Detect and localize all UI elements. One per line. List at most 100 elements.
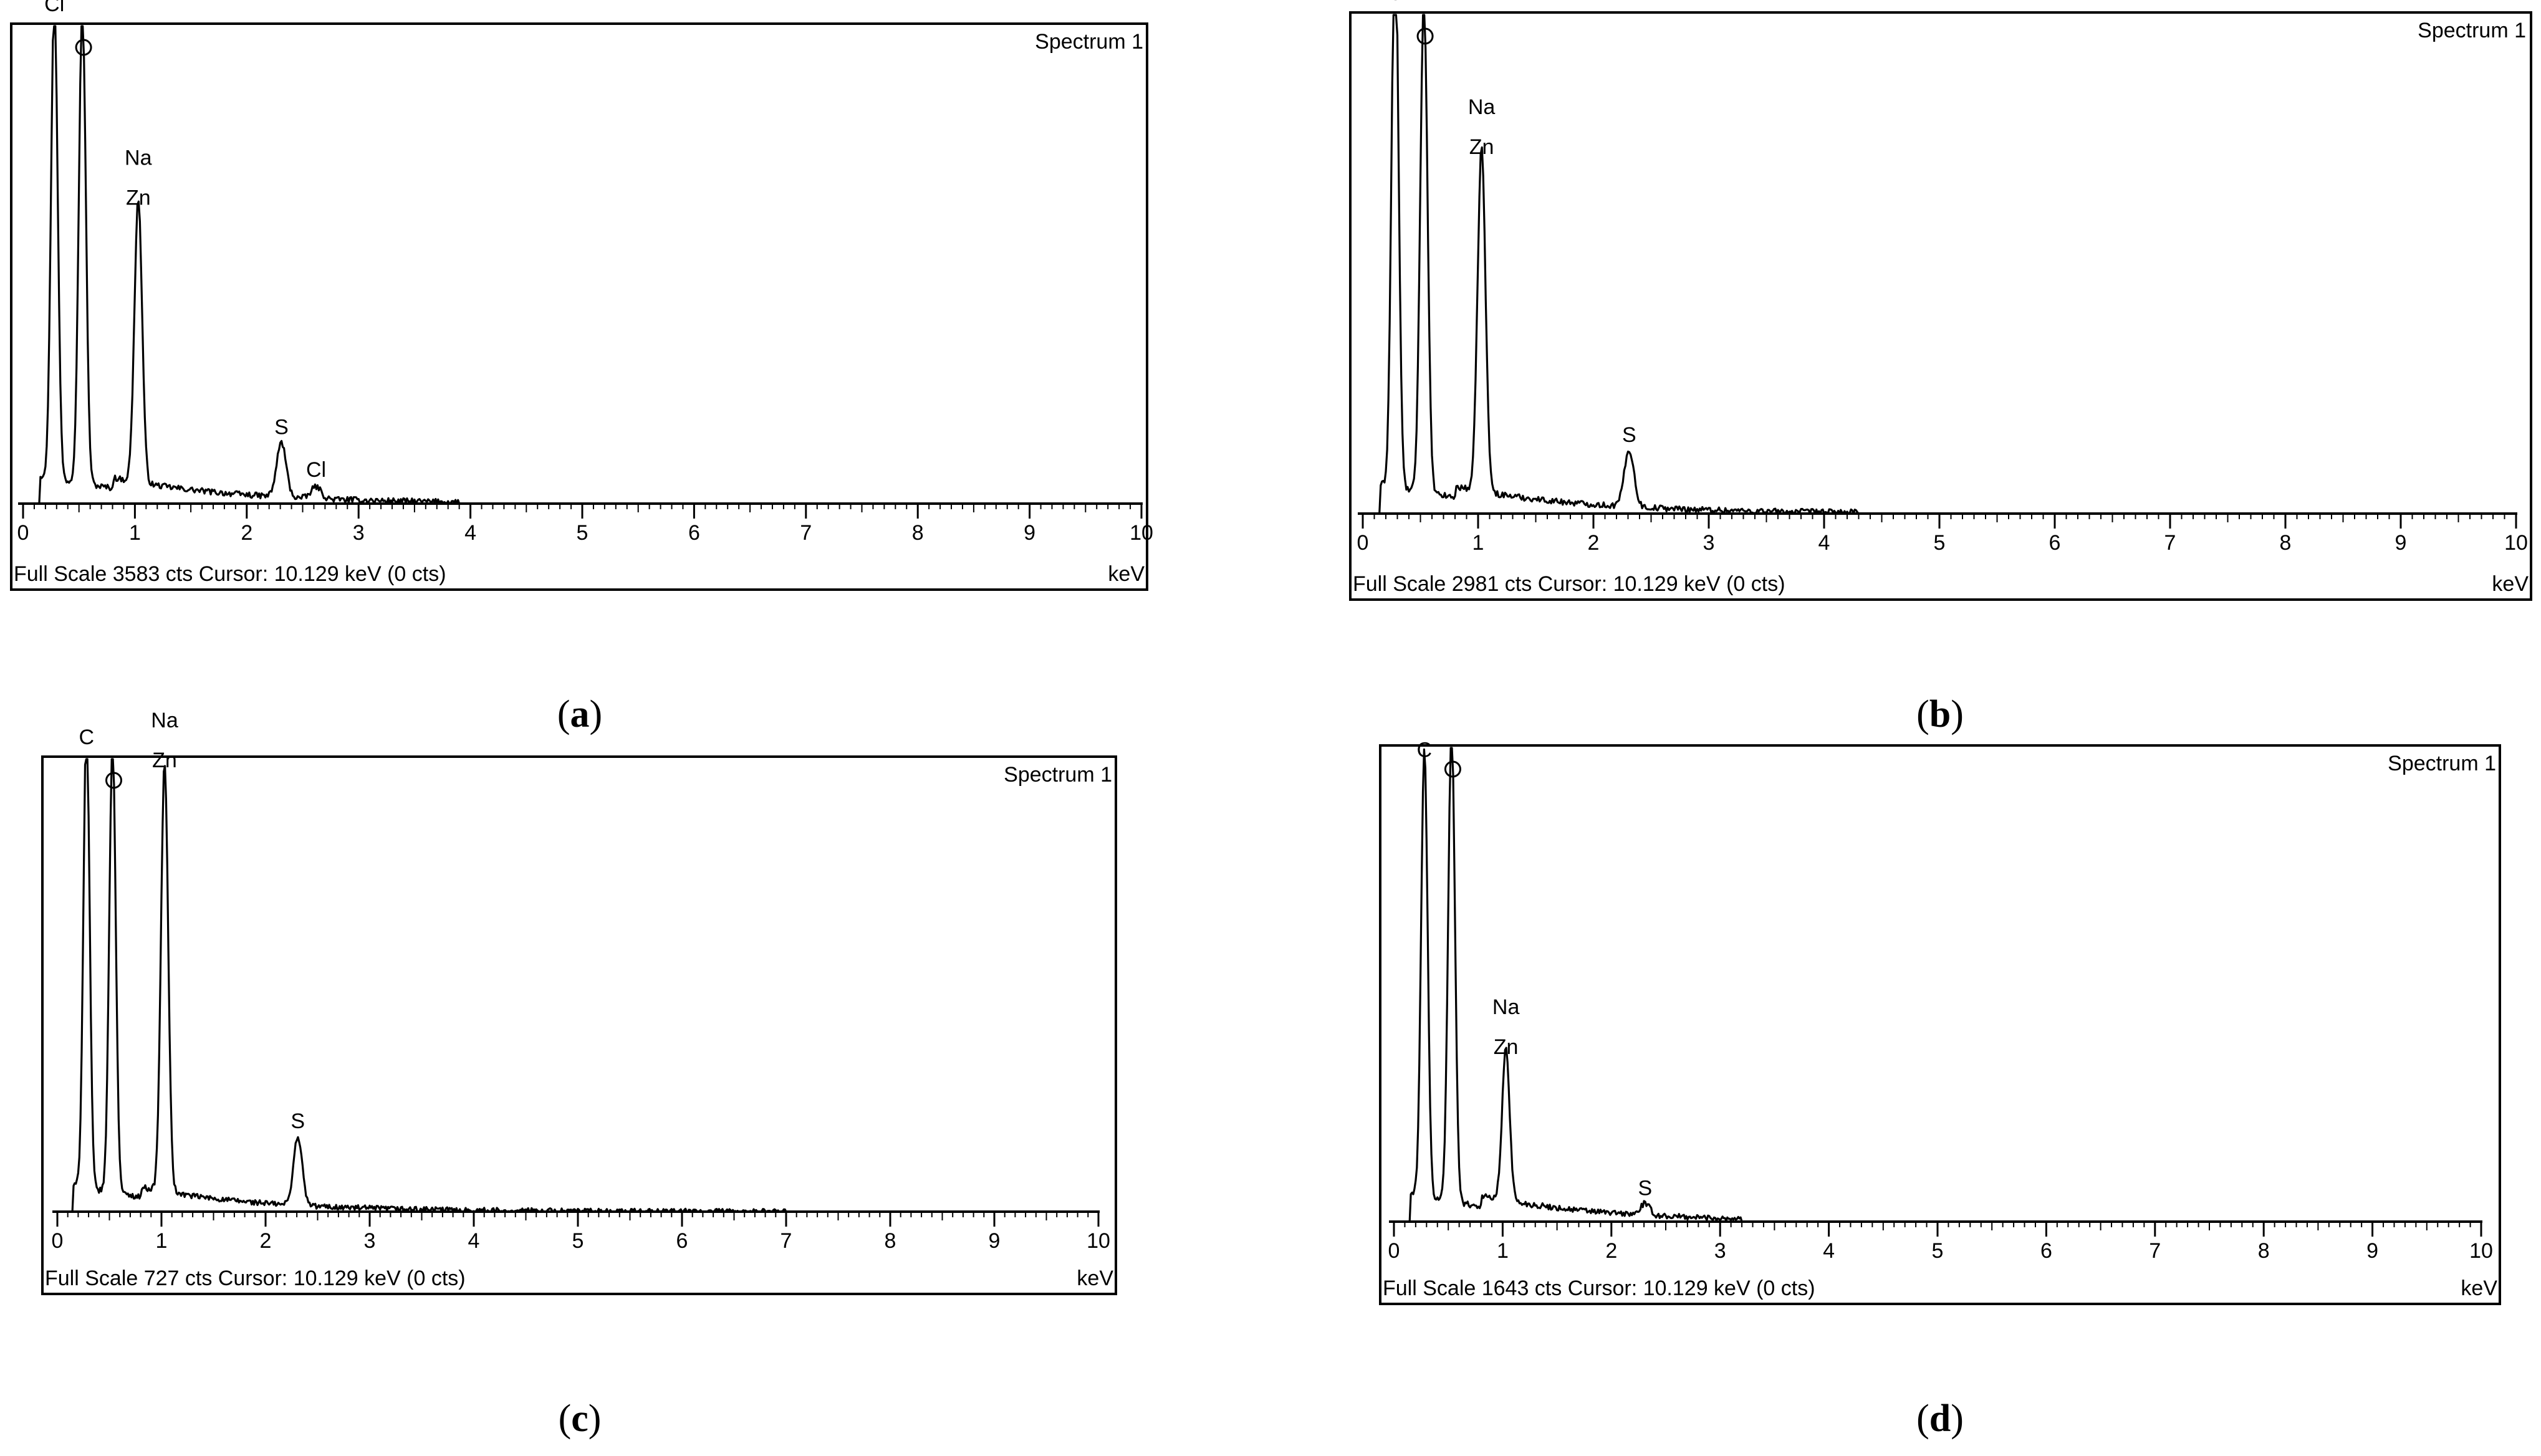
panel-frame — [10, 22, 1148, 591]
x-tick-label: 8 — [885, 1229, 896, 1253]
x-tick-label: 4 — [464, 521, 476, 545]
peak-label: Na — [125, 146, 152, 170]
x-tick-label: 4 — [1818, 531, 1830, 555]
footer-text: Full Scale 2981 cts Cursor: 10.129 keV (… — [1353, 572, 1785, 596]
x-tick-label: 4 — [1823, 1239, 1835, 1263]
x-tick-label: 7 — [800, 521, 812, 545]
x-tick-label: 5 — [1932, 1239, 1944, 1263]
x-tick-label: 9 — [989, 1229, 1001, 1253]
x-tick-label: 3 — [1703, 531, 1715, 555]
x-tick-label: 3 — [353, 521, 365, 545]
x-tick-label: 2 — [1588, 531, 1600, 555]
x-tick-label: 1 — [1497, 1239, 1509, 1263]
panel-a: Spectrum 1 012345678910OCClNaZnSCl Full … — [10, 0, 1153, 735]
peak-label-o — [1444, 760, 1461, 778]
caption-letter: c — [571, 1397, 588, 1440]
x-tick-label: 1 — [156, 1229, 168, 1253]
x-tick-label: 7 — [2149, 1239, 2161, 1263]
peak-label: S — [274, 415, 289, 439]
peak-label: Na — [1492, 995, 1520, 1019]
x-tick-label: 8 — [2258, 1239, 2270, 1263]
x-tick-label: 7 — [2164, 531, 2176, 555]
peak-label-o-text: O — [1417, 25, 1433, 49]
caption: (c) — [559, 1397, 602, 1440]
x-tick-label: 6 — [2049, 531, 2061, 555]
x-tick-label: 2 — [260, 1229, 272, 1253]
peak-label: Na — [1468, 95, 1496, 119]
peak-label: Na — [151, 709, 178, 732]
peak-label: Zn — [152, 749, 177, 772]
x-tick-label: 9 — [2366, 1239, 2378, 1263]
x-tick-label: 10 — [2504, 531, 2528, 555]
peak-label-o-text: O — [1444, 758, 1461, 782]
footer-text: Full Scale 1643 cts Cursor: 10.129 keV (… — [1383, 1276, 1815, 1300]
x-tick-label: 5 — [1934, 531, 1946, 555]
peak-label: C — [1417, 738, 1433, 762]
x-tick-label: 6 — [676, 1229, 688, 1253]
x-tick-label: 9 — [2395, 531, 2407, 555]
x-tick-label: 1 — [129, 521, 141, 545]
footer-text: Full Scale 727 cts Cursor: 10.129 keV (0… — [45, 1267, 466, 1290]
caption: (a) — [557, 693, 602, 735]
peak-label: S — [1638, 1176, 1653, 1200]
x-tick-label: 6 — [2040, 1239, 2052, 1263]
x-tick-label: 8 — [912, 521, 924, 545]
peak-label-o — [1416, 27, 1434, 45]
peak-label-o — [105, 772, 123, 789]
x-tick-label: 8 — [2280, 531, 2292, 555]
x-tick-label: 7 — [781, 1229, 792, 1253]
x-tick-label: 5 — [572, 1229, 584, 1253]
panel-frame — [41, 755, 1117, 1295]
spectrum-label: Spectrum 1 — [1035, 30, 1143, 54]
peak-label-o — [75, 39, 92, 56]
panel-frame — [1379, 744, 2501, 1305]
x-tick-label: 5 — [577, 521, 588, 545]
unit-label: keV — [1077, 1267, 1113, 1290]
x-tick-label: 9 — [1024, 521, 1035, 545]
spectrum-label: Spectrum 1 — [2388, 752, 2496, 775]
unit-label: keV — [2492, 572, 2529, 596]
x-tick-label: 3 — [364, 1229, 376, 1253]
spectrum-label: Spectrum 1 — [2418, 19, 2526, 42]
x-tick-label: 1 — [1472, 531, 1484, 555]
peak-label-o-text: O — [75, 36, 92, 60]
caption: (d) — [1916, 1397, 1964, 1440]
caption: (b) — [1916, 693, 1964, 735]
x-tick-label: 10 — [1130, 521, 1153, 545]
x-tick-label: 4 — [468, 1229, 480, 1253]
spectrum-label: Spectrum 1 — [1004, 763, 1112, 787]
plot-area: 0 1 2 3 4 5 6 7 8 9 10 OC Na Zn S — [52, 709, 1110, 1253]
plot-area: 0 1 2 3 4 5 6 7 8 9 10 O C Na Zn S — [1357, 0, 2528, 555]
panel-frame — [1349, 11, 2532, 601]
x-tick-label: 6 — [688, 521, 700, 545]
x-tick-label: 2 — [241, 521, 252, 545]
caption-letter: b — [1929, 693, 1951, 735]
plot-area: 0 1 2 3 4 5 6 7 8 9 10 OC Na Zn S — [1388, 738, 2493, 1263]
x-tick-label: 2 — [1605, 1239, 1617, 1263]
x-tick-label: 0 — [1357, 531, 1369, 555]
peak-label: Cl — [306, 458, 326, 482]
peak-label: Zn — [1469, 135, 1494, 159]
peak-label: C — [1388, 0, 1403, 5]
x-tick-label: 0 — [52, 1229, 64, 1253]
unit-label: keV — [2461, 1276, 2497, 1300]
panel-c: Spectrum 1 0 1 2 3 4 5 6 7 8 9 10 OC Na Zn S Full Scal… — [41, 709, 1117, 1440]
peak-label: S — [291, 1109, 305, 1133]
x-tick-label: 10 — [1087, 1229, 1110, 1253]
caption-letter: d — [1929, 1397, 1951, 1440]
peak-label: S — [1622, 423, 1636, 447]
panel-b: Spectrum 1 0 1 2 3 4 5 6 7 8 9 10 O C Na Zn S Full Scal… — [1349, 0, 2532, 735]
plot-area: 012345678910OCClNaZnSCl — [17, 0, 1153, 545]
caption-letter: a — [570, 693, 590, 735]
x-tick-label: 0 — [1388, 1239, 1400, 1263]
footer-text: Full Scale 3583 cts Cursor: 10.129 keV (… — [14, 562, 446, 586]
x-tick-label: 10 — [2469, 1239, 2493, 1263]
panel-d: Spectrum 1 0 1 2 3 4 5 6 7 8 9 10 OC Na Zn S Full Scal… — [1379, 738, 2501, 1440]
peak-label-o-text: O — [105, 769, 122, 793]
peak-label: Zn — [1494, 1035, 1519, 1059]
x-tick-label: 3 — [1714, 1239, 1726, 1263]
peak-label: Cl — [44, 0, 64, 16]
unit-label: keV — [1108, 562, 1145, 586]
peak-label: C — [79, 726, 94, 749]
